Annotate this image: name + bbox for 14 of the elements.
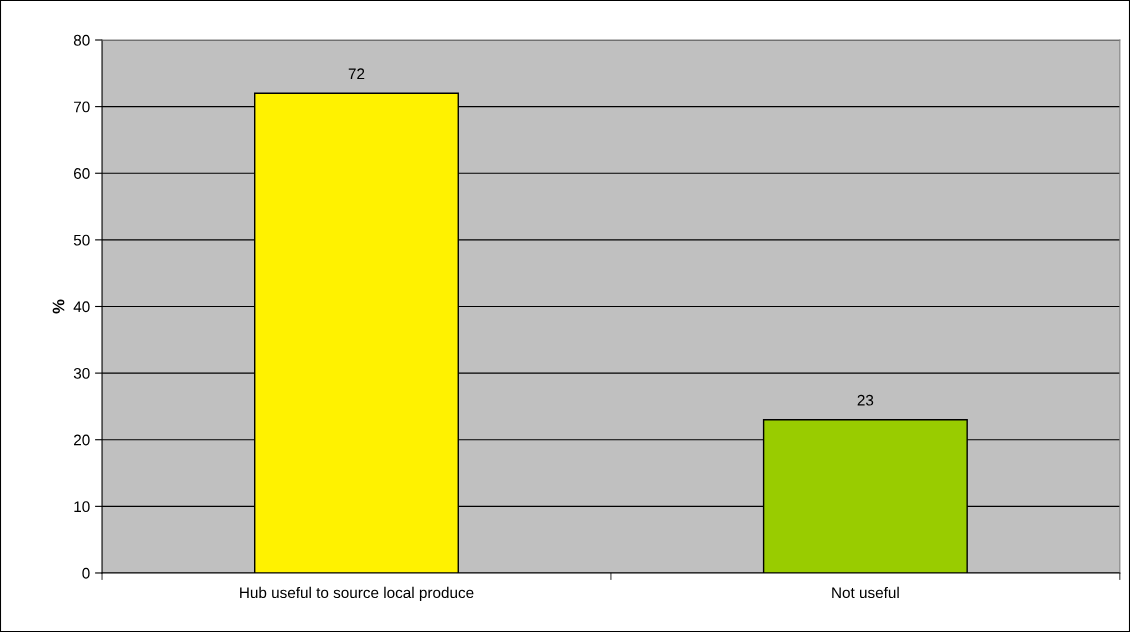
x-tick-label: Not useful (832, 586, 899, 599)
y-tick-label: 20 (74, 434, 90, 446)
data-label: 72 (348, 68, 365, 80)
y-tick-label: 60 (74, 168, 90, 179)
y-tick-label: 40 (73, 301, 90, 313)
y-tick-label: 50 (73, 234, 90, 246)
y-tick-label: 10 (74, 501, 90, 513)
y-tick-label: 0 (82, 567, 90, 579)
y-tick-label: 70 (74, 101, 90, 113)
y-tick-label: 30 (73, 367, 90, 379)
y-axis-title: % (52, 299, 65, 314)
data-label: 23 (857, 394, 874, 406)
y-tick-label: 80 (73, 34, 90, 46)
x-tick-label: Hub useful to source local produce (240, 586, 474, 602)
